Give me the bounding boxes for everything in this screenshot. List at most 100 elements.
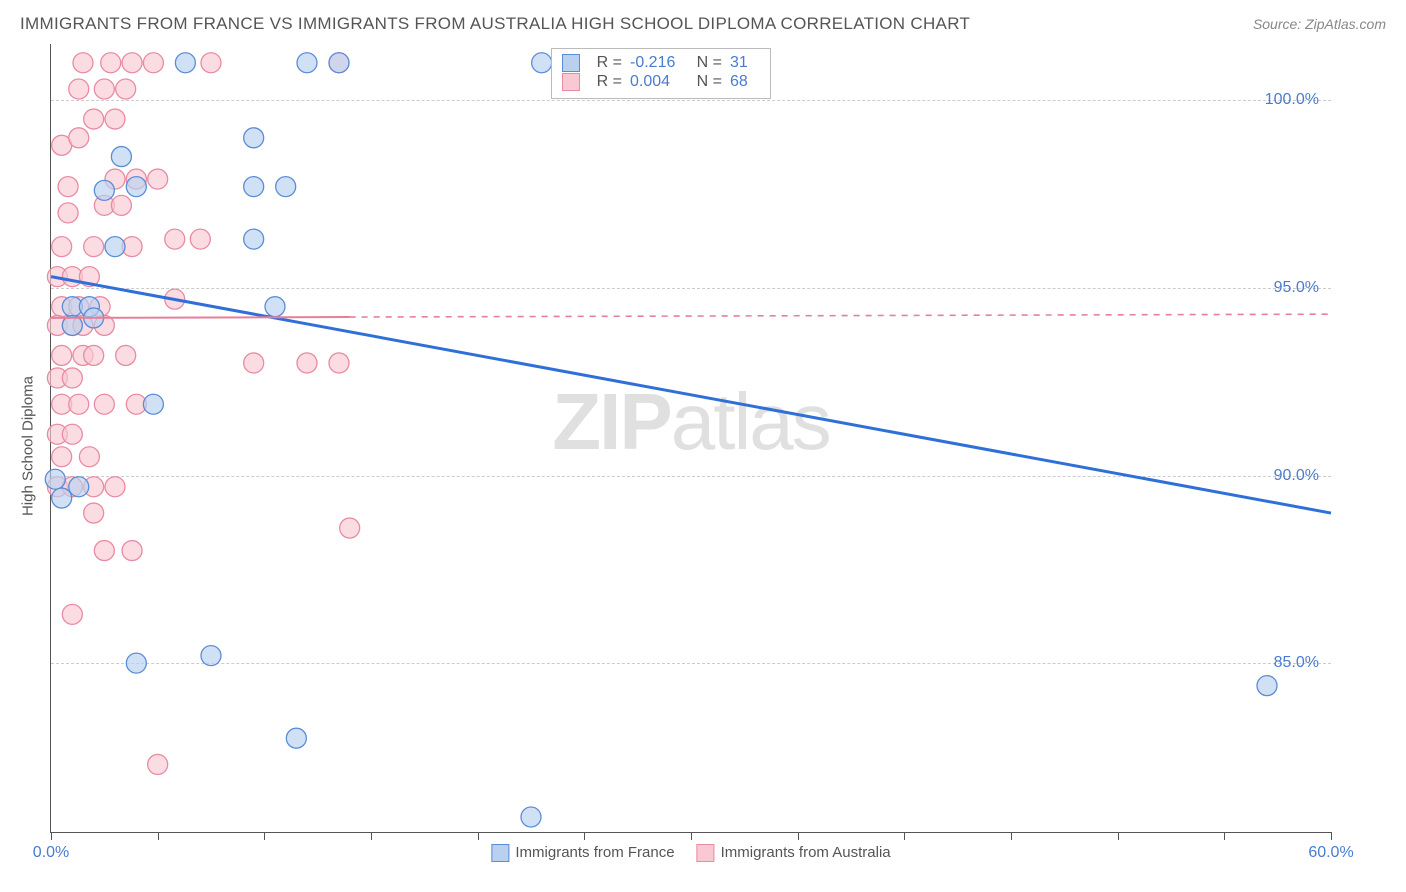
data-point — [340, 518, 360, 538]
data-point — [148, 169, 168, 189]
y-axis-label: High School Diploma — [20, 376, 37, 516]
data-point — [58, 203, 78, 223]
data-point — [69, 79, 89, 99]
data-point — [105, 477, 125, 497]
data-point — [329, 53, 349, 73]
data-point — [165, 229, 185, 249]
swatch-australia-bottom — [697, 844, 715, 862]
data-point — [45, 469, 65, 489]
data-point — [297, 353, 317, 373]
data-point — [94, 394, 114, 414]
x-tick-label-min: 0.0% — [33, 844, 69, 862]
data-point — [122, 541, 142, 561]
data-point — [52, 447, 72, 467]
data-point — [143, 394, 163, 414]
legend-label-australia: Immigrants from Australia — [721, 844, 891, 861]
trendlines — [51, 277, 1331, 513]
r-value-france: -0.216 — [630, 54, 686, 72]
data-point — [190, 229, 210, 249]
data-point — [286, 728, 306, 748]
data-point — [521, 807, 541, 827]
data-point — [244, 128, 264, 148]
plot-area: ZIPatlas 85.0%90.0%95.0%100.0% R = -0.21… — [50, 44, 1331, 833]
legend-bottom: Immigrants from France Immigrants from A… — [491, 844, 890, 862]
x-tick — [584, 832, 585, 840]
x-tick — [478, 832, 479, 840]
data-point — [116, 345, 136, 365]
n-label: N = — [694, 73, 722, 91]
data-point — [62, 368, 82, 388]
x-tick — [264, 832, 265, 840]
data-point — [148, 754, 168, 774]
x-tick — [1118, 832, 1119, 840]
r-label: R = — [594, 54, 622, 72]
data-point — [297, 53, 317, 73]
data-point — [126, 653, 146, 673]
data-point — [143, 53, 163, 73]
data-point — [52, 488, 72, 508]
data-point — [84, 109, 104, 129]
stats-legend-box: R = -0.216 N = 31 R = 0.004 N = 68 — [551, 48, 771, 99]
data-point — [84, 237, 104, 257]
n-value-france: 31 — [730, 54, 760, 72]
data-point — [84, 345, 104, 365]
scatter-series-australia — [47, 53, 359, 775]
data-point — [244, 177, 264, 197]
data-point — [105, 237, 125, 257]
data-point — [94, 541, 114, 561]
stats-row-australia: R = 0.004 N = 68 — [562, 73, 760, 91]
x-tick — [1011, 832, 1012, 840]
trendline — [51, 277, 1331, 513]
data-point — [111, 195, 131, 215]
scatter-series-france — [45, 53, 1277, 827]
data-point — [201, 53, 221, 73]
data-point — [276, 177, 296, 197]
data-point — [126, 177, 146, 197]
x-tick — [158, 832, 159, 840]
swatch-australia — [562, 73, 580, 91]
chart-title: IMMIGRANTS FROM FRANCE VS IMMIGRANTS FRO… — [20, 14, 970, 34]
legend-item-australia: Immigrants from Australia — [697, 844, 891, 862]
x-tick — [371, 832, 372, 840]
data-point — [175, 53, 195, 73]
swatch-france — [562, 54, 580, 72]
legend-item-france: Immigrants from France — [491, 844, 674, 862]
data-point — [265, 297, 285, 317]
data-point — [62, 604, 82, 624]
source-label: Source: ZipAtlas.com — [1253, 16, 1386, 32]
data-point — [329, 353, 349, 373]
data-point — [62, 424, 82, 444]
data-point — [79, 447, 99, 467]
data-point — [1257, 676, 1277, 696]
data-point — [111, 147, 131, 167]
data-point — [116, 79, 136, 99]
swatch-france-bottom — [491, 844, 509, 862]
legend-label-france: Immigrants from France — [515, 844, 674, 861]
data-point — [532, 53, 552, 73]
data-point — [69, 128, 89, 148]
data-point — [58, 177, 78, 197]
data-point — [52, 237, 72, 257]
data-point — [244, 229, 264, 249]
x-tick — [798, 832, 799, 840]
x-tick-label-max: 60.0% — [1308, 844, 1353, 862]
trendline-solid — [51, 317, 350, 318]
chart-svg — [51, 44, 1331, 832]
r-label: R = — [594, 73, 622, 91]
data-point — [52, 345, 72, 365]
x-tick — [1224, 832, 1225, 840]
data-point — [122, 53, 142, 73]
n-value-australia: 68 — [730, 73, 760, 91]
data-point — [201, 646, 221, 666]
data-point — [69, 477, 89, 497]
data-point — [94, 79, 114, 99]
x-tick — [691, 832, 692, 840]
data-point — [105, 109, 125, 129]
data-point — [101, 53, 121, 73]
trendline-dashed — [350, 314, 1331, 317]
data-point — [244, 353, 264, 373]
x-tick — [1331, 832, 1332, 840]
data-point — [73, 53, 93, 73]
stats-row-france: R = -0.216 N = 31 — [562, 54, 760, 72]
data-point — [94, 180, 114, 200]
